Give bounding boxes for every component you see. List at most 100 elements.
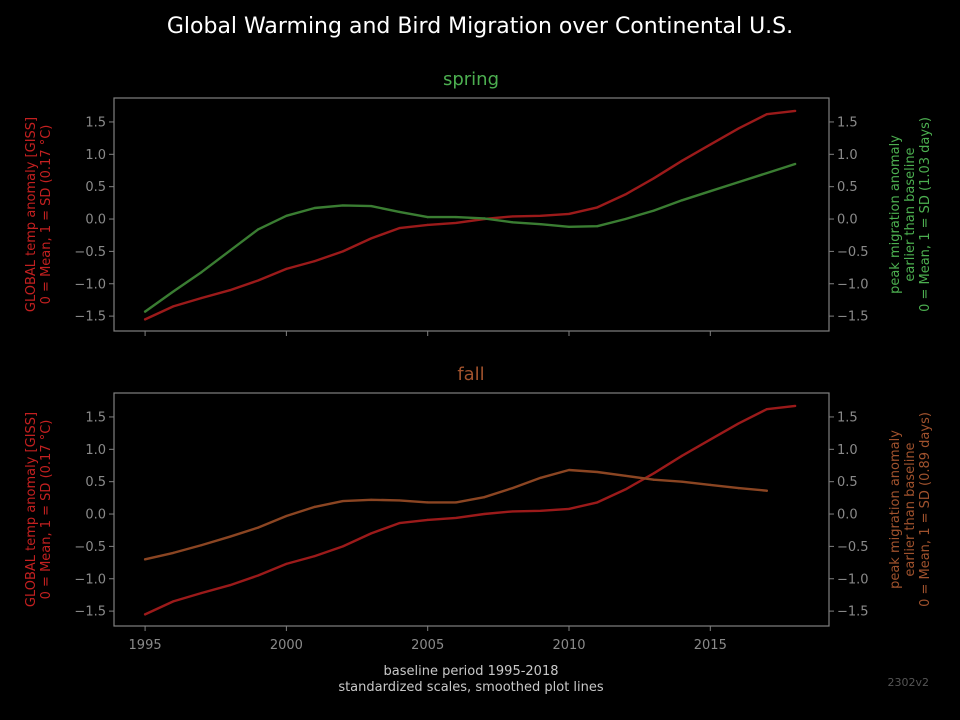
spring-panel-title: spring (443, 69, 499, 90)
spring-temp-point (143, 318, 147, 321)
fall-migration-point (511, 487, 514, 490)
spring-migration-point (737, 181, 740, 184)
spring-temp-point (793, 109, 797, 113)
spring-right-ytick-label: −1.0 (837, 277, 869, 292)
fall-migration-point (341, 499, 345, 503)
fall-migration-point (426, 501, 429, 504)
x-axis-label-line-2: standardized scales, smoothed plot lines (338, 680, 604, 695)
fall-migration-point (172, 551, 175, 554)
spring-axes-frame (113, 97, 830, 332)
fall-temp-point (793, 404, 797, 408)
fall-migration-point (567, 468, 571, 472)
spring-left-ytick-label: 1.0 (85, 148, 106, 163)
fall-right-ytick-label: 0.5 (837, 475, 858, 490)
spring-migration-point (539, 223, 542, 226)
spring-temp-point (624, 193, 627, 196)
version-label: 2302v2 (887, 676, 929, 689)
fall-migration-point (737, 487, 740, 490)
spring-migration-point (483, 217, 486, 220)
fall-temp-point (483, 512, 486, 516)
spring-temp-point (426, 223, 429, 226)
spring-left-ytick-label: 1.5 (85, 115, 106, 130)
spring-temp-point (370, 237, 373, 240)
spring-right-ytick-label: −0.5 (837, 245, 869, 260)
spring-temp-point (511, 215, 514, 218)
fall-left-ytick-label: −0.5 (74, 540, 106, 555)
spring-right-ylabel-line: peak migration anomaly (888, 135, 903, 294)
spring-migration-line (143, 162, 797, 313)
spring-migration-point (200, 271, 203, 274)
spring-migration-point (624, 217, 627, 221)
spring-right-ylabel-line: 0 = Mean, 1 = SD (1.03 days) (918, 117, 933, 312)
fall-migration-point (200, 543, 203, 547)
fall-right-ytick-label: −0.5 (837, 540, 869, 555)
spring-temp-line (143, 109, 797, 321)
fall-temp-point (454, 516, 458, 520)
spring-left-ylabel-line: 0 = Mean, 1 = SD (0.17 °C) (39, 125, 54, 305)
fall-migration-point (454, 501, 458, 504)
fall-migration-point (709, 483, 712, 487)
fall-temp-line (143, 404, 797, 616)
spring-temp-point (596, 206, 599, 209)
fall-left-ytick-label: −1.5 (74, 605, 106, 620)
spring-migration-point (596, 225, 599, 228)
spring-temp-point (765, 113, 768, 116)
spring-temp-point (539, 214, 542, 217)
fall-migration-point (765, 489, 768, 492)
spring-migration-point (257, 228, 260, 231)
fall-migration-point (313, 505, 316, 509)
spring-right-ytick-label: −1.5 (837, 310, 869, 325)
fall-migration-point (257, 526, 260, 529)
spring-migration-point (652, 209, 655, 212)
fall-left-ytick-label: 1.5 (85, 410, 106, 425)
fall-right-ylabel-line: 0 = Mean, 1 = SD (0.89 days) (918, 412, 933, 607)
fall-left-ytick-label: 0.0 (85, 508, 106, 523)
spring-plot-area: −1.5 −1.5 −1.0 −1.0 −0.5 −0.5 0.0 0.0 0.5 0.5 1.0 1… (24, 97, 933, 336)
fall-migration-point (624, 474, 627, 477)
spring-migration-point (228, 249, 231, 252)
fall-temp-point (398, 521, 401, 525)
spring-temp-point (341, 250, 345, 253)
fall-xtick-label: 2000 (270, 638, 303, 653)
spring-left-ytick-label: 0.5 (85, 180, 106, 195)
spring-migration-point (285, 214, 288, 217)
fall-migration-point (652, 478, 655, 481)
fall-temp-point (539, 509, 542, 512)
fall-temp-point (370, 532, 373, 535)
fall-temp-point (313, 555, 316, 558)
fall-temp-point (341, 545, 345, 548)
spring-left-ytick-label: −1.0 (74, 277, 106, 292)
spring-right-ytick-label: 1.5 (837, 115, 858, 130)
fall-migration-point (285, 514, 288, 518)
fall-right-ytick-label: 0.0 (837, 508, 858, 523)
fall-right-ylabel-line: peak migration anomaly (888, 430, 903, 589)
spring-temp-point (285, 267, 288, 270)
fall-migration-point (680, 480, 684, 483)
fall-temp-point (172, 600, 175, 603)
fall-xtick-label: 2015 (694, 638, 727, 653)
fall-right-ytick-label: −1.0 (837, 572, 869, 587)
fall-migration-point (539, 476, 542, 479)
chart-suptitle: Global Warming and Bird Migration over C… (167, 14, 793, 39)
fall-temp-point (737, 422, 740, 425)
fall-migration-point (143, 558, 147, 561)
spring-migration-point (680, 199, 684, 202)
fall-migration-point (483, 496, 486, 499)
spring-migration-point (341, 204, 345, 207)
spring-panel: spring −1.5 −1.5 −1.0 −1.0 −0.5 −0.5 0.0 0.0 0.5… (24, 69, 933, 336)
spring-migration-point (765, 171, 768, 175)
fall-temp-point (143, 613, 147, 616)
x-axis-label-line-1: baseline period 1995-2018 (384, 664, 559, 679)
fall-temp-point (511, 510, 514, 513)
fall-migration-point (596, 470, 599, 474)
spring-left-ytick-label: −1.5 (74, 310, 106, 325)
fall-left-ylabel-line: GLOBAL temp anomaly [GISS] (24, 412, 39, 607)
fall-axes-frame (113, 392, 830, 627)
spring-right-ytick-label: 1.0 (837, 148, 858, 163)
fall-temp-point (426, 518, 429, 521)
fall-temp-point (200, 591, 203, 595)
fall-left-ytick-label: 1.0 (85, 443, 106, 458)
spring-migration-point (313, 206, 316, 210)
spring-temp-point (398, 226, 401, 230)
